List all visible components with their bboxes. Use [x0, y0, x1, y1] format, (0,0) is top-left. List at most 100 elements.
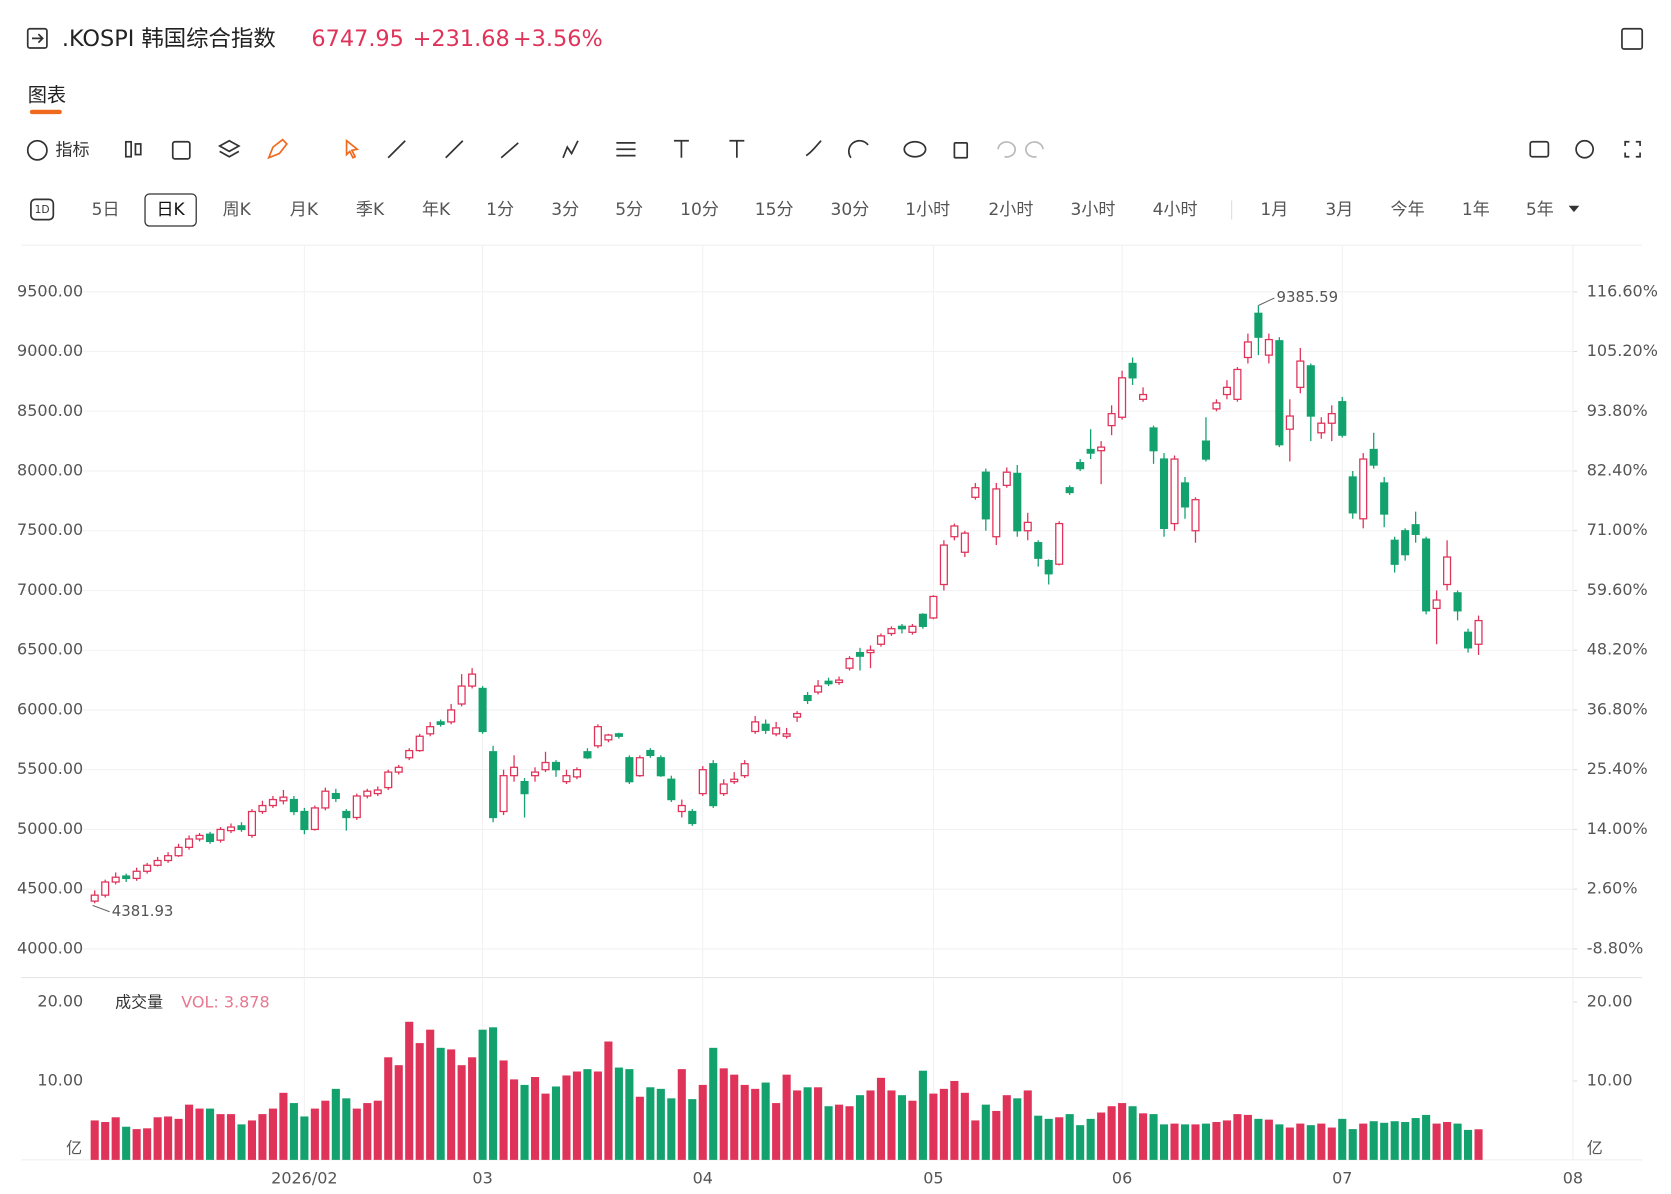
draw-tools[interactable] [445, 139, 869, 159]
range-dropdown[interactable] [1568, 205, 1580, 213]
volume-bar [635, 1096, 644, 1160]
candle-body [1055, 522, 1064, 565]
candle-body [824, 680, 833, 685]
rect-tool[interactable] [171, 140, 191, 160]
line-tool[interactable] [387, 140, 406, 159]
candle-body [1338, 401, 1347, 436]
volume-bar [709, 1047, 718, 1160]
volume-bar [1327, 1127, 1336, 1160]
range[interactable]: 1月 [1260, 200, 1288, 220]
volume-bar [1139, 1113, 1148, 1160]
candle-body [551, 761, 561, 771]
period-icon-box[interactable] [30, 198, 55, 221]
period[interactable]: 日K [156, 200, 185, 220]
volume-bar [1359, 1123, 1368, 1160]
indicator-button[interactable]: 指标 [55, 140, 89, 160]
period[interactable]: 5分 [615, 200, 643, 220]
volume-bar [688, 1099, 697, 1160]
y2-tick-label: 59.60% [1587, 580, 1648, 599]
range[interactable]: 1年 [1462, 200, 1490, 220]
candle-body [300, 810, 309, 831]
period[interactable]: 15分 [755, 200, 794, 220]
candle-body [489, 751, 498, 819]
candle-body [793, 712, 802, 718]
x-tick-label: 2026/02 [271, 1169, 337, 1188]
volume-bar [1044, 1118, 1053, 1160]
fullscreen-tool[interactable] [1624, 140, 1641, 158]
period[interactable]: 周K [223, 200, 252, 220]
volume-bar [992, 1110, 1001, 1160]
volume-bar [656, 1088, 665, 1160]
x-tick-label: 06 [1112, 1169, 1132, 1188]
candle-body [90, 894, 99, 902]
candle-body [226, 826, 236, 832]
tab[interactable]: 图表 [28, 83, 66, 106]
period[interactable]: 1分 [486, 200, 514, 220]
volume-bar [1128, 1106, 1137, 1160]
settings-tool[interactable] [1575, 139, 1595, 159]
indicator-icon[interactable] [26, 139, 48, 161]
candle-body [908, 625, 917, 633]
period[interactable]: 3小时 [1071, 200, 1116, 220]
volume-bar [1034, 1115, 1043, 1160]
volume-bar [258, 1114, 267, 1160]
period[interactable]: 10分 [680, 200, 719, 220]
range[interactable]: 3月 [1325, 200, 1353, 220]
camera-tool[interactable] [1529, 140, 1550, 158]
candle-body [677, 804, 686, 813]
candle-body [992, 488, 1001, 538]
volume-bar [226, 1114, 236, 1160]
period-selected [144, 193, 197, 227]
layer-tool[interactable] [217, 139, 241, 158]
volume-bar [1023, 1090, 1032, 1160]
period[interactable]: 季K [356, 200, 385, 220]
y-tick-label: 5500.00 [17, 759, 83, 778]
candle-body [866, 649, 875, 654]
period[interactable]: 月K [290, 200, 319, 220]
period[interactable]: 2小时 [988, 200, 1033, 220]
candle-body [363, 790, 372, 797]
volume-bar [530, 1077, 540, 1160]
period[interactable]: 4小时 [1153, 200, 1198, 220]
eye-tool[interactable] [903, 140, 927, 158]
period[interactable]: 30分 [831, 200, 870, 220]
collapse-icon[interactable] [1621, 27, 1644, 50]
range[interactable]: 今年 [1391, 200, 1425, 220]
candle-body [237, 825, 246, 831]
candle-body [1159, 458, 1169, 529]
undo-redo[interactable] [997, 141, 1044, 158]
pen-tool[interactable] [267, 138, 288, 160]
candle-body [572, 769, 582, 778]
candle-tool-2[interactable] [134, 143, 142, 156]
cursor-tool[interactable] [345, 138, 360, 159]
period[interactable]: 5日 [92, 200, 120, 220]
volume-bar [1422, 1114, 1431, 1160]
volume-bar [268, 1108, 277, 1160]
volume-bar [363, 1103, 372, 1160]
y2-tick-label: -8.80% [1587, 938, 1644, 957]
candle-body [101, 881, 110, 896]
range[interactable]: 5年 [1526, 200, 1554, 220]
candle-body [478, 687, 487, 733]
volume-bar [499, 1060, 508, 1160]
candle-tool[interactable] [124, 140, 133, 158]
candle-body [394, 766, 403, 773]
candle-body [751, 721, 760, 733]
period[interactable]: 3分 [551, 200, 579, 220]
period-icon[interactable]: 1D [35, 203, 50, 216]
candle-body [289, 798, 298, 813]
candle-body [876, 635, 886, 645]
period[interactable]: 年K [422, 200, 451, 220]
panel-icon[interactable] [26, 27, 48, 49]
candle-body [562, 775, 571, 783]
candle-body [1369, 448, 1378, 466]
period[interactable]: 1小时 [905, 200, 950, 220]
volume-bar [887, 1090, 896, 1160]
trash-tool[interactable] [953, 142, 969, 159]
candle-body [593, 726, 602, 747]
candle-body [331, 792, 340, 800]
volume-bar [761, 1082, 770, 1160]
volume-bar [793, 1090, 802, 1160]
candle-body [740, 763, 749, 777]
candle-body [143, 864, 152, 872]
